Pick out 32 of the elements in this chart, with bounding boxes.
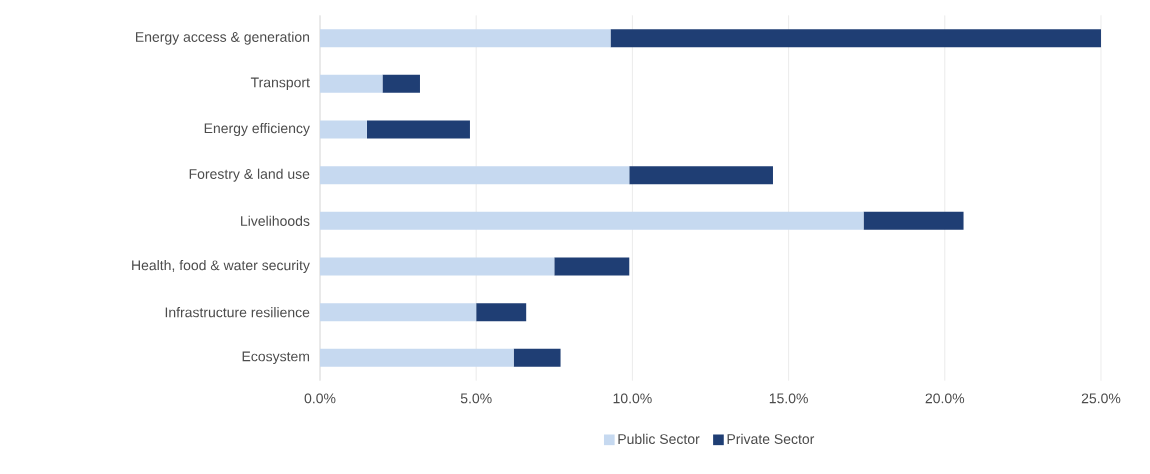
bar bbox=[629, 166, 773, 185]
bar bbox=[554, 257, 630, 276]
bar bbox=[320, 303, 477, 322]
bar bbox=[320, 211, 864, 230]
y-tick-label: Forestry & land use bbox=[189, 168, 310, 182]
y-tick-label: Health, food & water security bbox=[132, 259, 310, 274]
legend-label: Public Sector bbox=[618, 433, 700, 445]
bar bbox=[320, 348, 514, 367]
x-tick-label: 5.0% bbox=[460, 393, 492, 404]
bar bbox=[610, 29, 1101, 48]
legend-label: Private Sector bbox=[727, 433, 815, 445]
y-tick-label: Energy access & generation bbox=[136, 31, 310, 45]
x-tick-label: 10.0% bbox=[613, 393, 652, 404]
x-tick-label: 15.0% bbox=[769, 393, 808, 404]
x-tick-label: 25.0% bbox=[1081, 393, 1121, 404]
bar bbox=[320, 120, 367, 139]
bar bbox=[382, 74, 420, 93]
x-tick-label: 20.0% bbox=[925, 393, 965, 404]
bar bbox=[366, 120, 470, 139]
y-tick-label: Infrastructure resilience bbox=[165, 307, 310, 318]
bar bbox=[476, 303, 527, 322]
bar bbox=[320, 257, 555, 276]
bar bbox=[513, 348, 561, 367]
y-tick-label: Ecosystem bbox=[242, 351, 310, 365]
bar bbox=[320, 29, 611, 48]
x-tick-label: 0.0% bbox=[304, 393, 336, 404]
bar bbox=[320, 166, 630, 185]
bar bbox=[320, 74, 383, 93]
bar bbox=[863, 211, 964, 230]
y-tick-label: Livelihoods bbox=[241, 215, 310, 226]
y-tick-label: Transport bbox=[250, 77, 310, 91]
y-tick-label: Energy efficiency bbox=[204, 122, 310, 137]
